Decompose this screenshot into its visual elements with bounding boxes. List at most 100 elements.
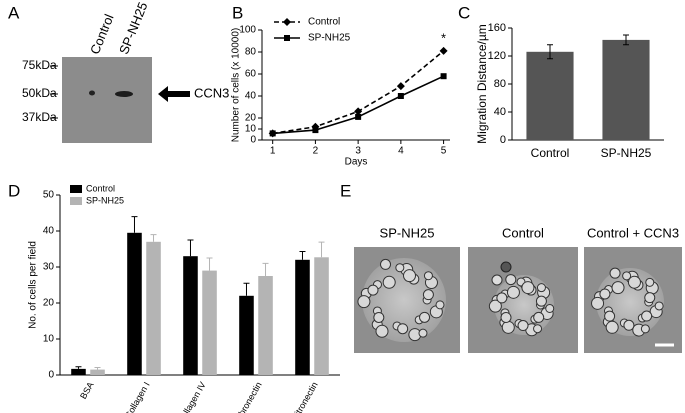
marker-label: 75kDa	[22, 58, 57, 72]
y-tick-label: 80	[494, 78, 506, 90]
x-tick-label: Collagen I	[123, 380, 152, 413]
cell	[611, 281, 625, 295]
arrow	[158, 86, 190, 102]
image-label: Control	[502, 225, 544, 240]
cell	[373, 311, 385, 323]
marker	[440, 73, 447, 80]
cell	[640, 324, 650, 334]
x-tick-label: Fibronectin	[233, 380, 264, 413]
bar	[602, 39, 650, 140]
bar	[295, 259, 310, 375]
error-bar	[243, 282, 250, 296]
y-tick-label: 20	[245, 113, 257, 124]
blot-band	[115, 91, 133, 97]
blot-image	[62, 57, 152, 143]
y-tick-label: 40	[43, 226, 55, 237]
y-tick-label: 20	[43, 298, 55, 309]
image-label: SP-NH25	[380, 225, 435, 240]
x-tick-label: 3	[355, 146, 361, 157]
x-tick-label: 2	[313, 146, 319, 157]
bar	[258, 276, 273, 375]
cell	[506, 285, 520, 299]
cell	[395, 263, 405, 273]
legend-marker	[283, 18, 291, 26]
legend-label: Control	[86, 183, 115, 193]
panel-letter: E	[340, 181, 351, 200]
cell	[533, 324, 543, 334]
series-line	[272, 75, 444, 135]
cell	[357, 295, 371, 309]
cell	[605, 320, 619, 334]
legend-swatch	[70, 197, 82, 205]
cell	[604, 310, 616, 322]
legend-label: Control	[308, 17, 340, 28]
cell	[488, 299, 502, 313]
y-axis-label: Number of cells (x 10000)	[231, 28, 242, 143]
y-tick-label: 0	[500, 134, 506, 146]
y-axis-label: Migration Distance/µm	[475, 24, 489, 144]
bar	[90, 369, 105, 375]
marker	[269, 130, 276, 137]
error-bar	[131, 216, 138, 233]
bar	[202, 270, 217, 375]
cell	[501, 320, 515, 334]
panel-letter: B	[232, 3, 243, 22]
cell	[500, 261, 512, 273]
error-bar	[206, 257, 213, 271]
cell	[496, 292, 508, 304]
cell	[622, 271, 632, 281]
y-tick-label: 120	[488, 50, 506, 62]
cell	[375, 324, 389, 338]
cell	[591, 296, 605, 310]
y-tick-label: 40	[494, 106, 506, 118]
cell	[491, 274, 503, 286]
lane-label: SP-NH25	[116, 0, 150, 56]
error-bar	[623, 34, 629, 46]
error-bar	[547, 44, 553, 60]
image-label: Control + CCN3	[587, 225, 679, 240]
y-axis-label: No. of cells per field	[28, 241, 39, 329]
cell	[500, 311, 512, 323]
x-tick-label: Control	[531, 146, 570, 160]
cell	[423, 271, 433, 281]
legend-label: SP-NH25	[86, 195, 124, 205]
y-tick-label: 100	[239, 25, 256, 36]
cell	[422, 289, 434, 301]
panel-letter: A	[8, 3, 20, 22]
lane-label: Control	[87, 12, 117, 57]
bar	[239, 295, 254, 375]
cell	[397, 323, 409, 335]
y-tick-label: 80	[245, 47, 257, 58]
marker	[396, 82, 405, 91]
legend-swatch	[70, 185, 82, 193]
x-tick-label: Vitronectin	[290, 380, 320, 413]
cell	[599, 288, 611, 300]
cell	[533, 311, 545, 323]
annotation: *	[441, 30, 446, 45]
cell	[545, 303, 555, 313]
y-tick-label: 30	[43, 262, 55, 273]
error-bar	[94, 366, 101, 370]
cell	[418, 328, 428, 338]
cell	[654, 301, 664, 311]
error-bar	[318, 241, 325, 258]
bar	[526, 51, 574, 140]
cell	[505, 274, 517, 286]
band-label: CCN3	[194, 85, 229, 100]
y-tick-label: 10	[245, 124, 257, 135]
marker	[354, 107, 363, 116]
cell	[435, 300, 445, 310]
error-bar	[187, 239, 194, 257]
x-tick-label: BSA	[78, 380, 96, 401]
panel-letter: D	[8, 181, 20, 200]
legend-label: SP-NH25	[308, 33, 351, 44]
series-line	[272, 50, 445, 135]
cell	[623, 319, 635, 331]
marker	[397, 93, 404, 99]
error-bar	[75, 366, 82, 369]
x-tick-label: 1	[270, 146, 276, 157]
bar	[183, 256, 198, 375]
cell	[382, 275, 396, 289]
bar	[314, 257, 329, 375]
